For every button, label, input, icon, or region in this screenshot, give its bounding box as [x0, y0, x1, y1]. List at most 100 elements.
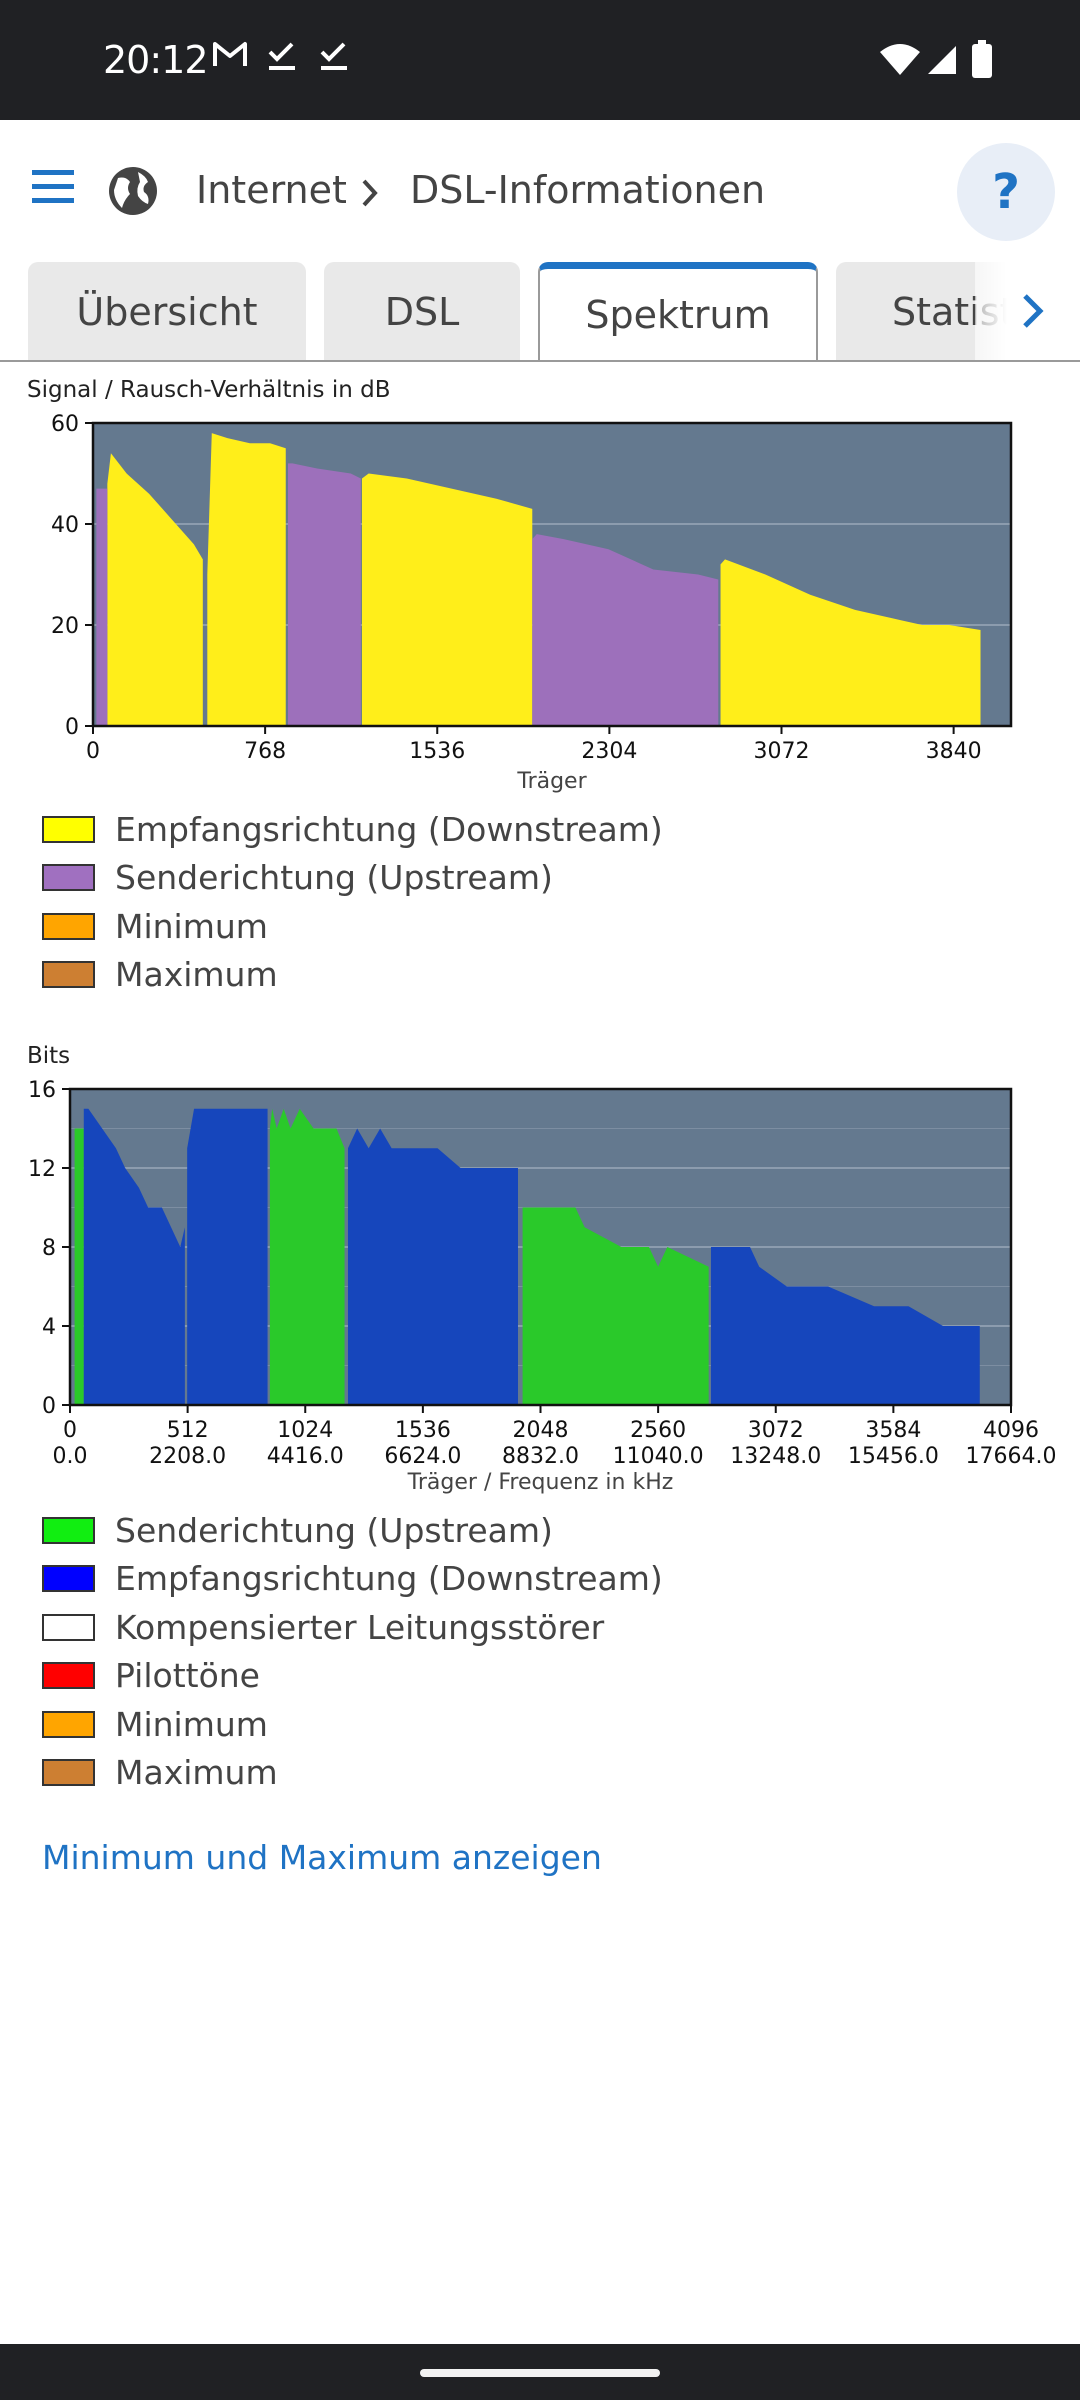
- chevron-right-icon: [362, 179, 378, 207]
- series-1-segment-0: [96, 488, 108, 726]
- x-axis-label: Träger: [516, 769, 587, 794]
- check-icon: [320, 42, 347, 70]
- legend-item: Empfangsrichtung (Downstream): [42, 1555, 663, 1604]
- y-tick-label: 0: [42, 1394, 56, 1419]
- y-tick-label: 16: [28, 1078, 56, 1103]
- legend-swatch: [42, 1516, 95, 1544]
- x-tick-label-frequency: 8832.0: [502, 1444, 579, 1469]
- tab-bar: Übersicht DSL Spektrum Statistik: [0, 262, 1080, 362]
- legend-label: Kompensierter Leitungsstörer: [115, 1607, 605, 1647]
- series-0-segment-0: [74, 1128, 84, 1405]
- breadcrumb-internet[interactable]: Internet: [196, 168, 347, 212]
- check-icon: [268, 42, 295, 70]
- legend-item: Minimum: [42, 902, 663, 951]
- tab-uebersicht[interactable]: Übersicht: [28, 262, 306, 360]
- y-tick-label: 0: [65, 715, 79, 740]
- tab-spektrum[interactable]: Spektrum: [538, 262, 818, 360]
- legend-item: Maximum: [42, 1749, 663, 1798]
- battery-icon: [972, 40, 992, 78]
- plot-frame: [91, 421, 1013, 728]
- legend-swatch: [42, 1613, 95, 1641]
- series-0-segment-2: [522, 1207, 709, 1405]
- navigation-bar: [0, 2344, 1080, 2400]
- wifi-icon: [880, 44, 920, 75]
- home-gesture-handle[interactable]: [420, 2369, 660, 2377]
- y-tick-label: 8: [42, 1236, 56, 1261]
- x-tick-label: 2304: [581, 739, 637, 764]
- x-tick-label: 0: [86, 739, 100, 764]
- legend-swatch: [42, 815, 95, 843]
- x-tick-label-frequency: 11040.0: [613, 1444, 704, 1469]
- series-0-segment-1: [207, 433, 286, 726]
- x-tick-label: 3072: [748, 1418, 804, 1443]
- x-tick-label: 1024: [277, 1418, 333, 1443]
- legend-label: Pilottöne: [115, 1656, 260, 1696]
- menu-icon[interactable]: [32, 170, 74, 204]
- series-1-segment-0: [83, 1108, 185, 1405]
- app-bar: [0, 120, 1080, 260]
- x-tick-label: 1536: [395, 1418, 451, 1443]
- series-1-segment-1: [287, 463, 361, 726]
- x-tick-label: 3072: [754, 739, 810, 764]
- chevron-right-icon: [1023, 294, 1044, 328]
- snr-chart-title: Signal / Rausch-Verhältnis in dB: [27, 377, 391, 403]
- series-0-segment-3: [720, 559, 981, 726]
- page-title: DSL-Informationen: [410, 168, 766, 212]
- legend-label: Empfangsrichtung (Downstream): [115, 809, 663, 849]
- bits-chart: 048121600.05122208.010244416.015366624.0…: [28, 1078, 1057, 1495]
- help-button[interactable]: ?: [957, 143, 1055, 241]
- series-1-segment-3: [710, 1247, 980, 1405]
- legend-label: Minimum: [115, 906, 268, 946]
- legend-item: Pilottöne: [42, 1652, 663, 1701]
- legend-swatch: [42, 864, 95, 892]
- x-tick-label: 0: [63, 1418, 77, 1443]
- legend-label: Maximum: [115, 1753, 278, 1793]
- series-1-segment-2: [532, 534, 719, 726]
- series-0-segment-2: [361, 473, 533, 726]
- legend-item: Senderichtung (Upstream): [42, 1506, 663, 1555]
- legend-item: Empfangsrichtung (Downstream): [42, 805, 663, 854]
- series-1-segment-2: [347, 1128, 518, 1405]
- x-tick-label-frequency: 6624.0: [384, 1444, 461, 1469]
- tab-dsl[interactable]: DSL: [324, 262, 520, 360]
- y-tick-label: 40: [51, 513, 79, 538]
- legend-swatch: [42, 1759, 95, 1787]
- legend-swatch: [42, 1710, 95, 1738]
- legend-item: Maximum: [42, 951, 663, 1000]
- bits-chart-title: Bits: [27, 1043, 71, 1069]
- snr-chart: 0 20 40 60 0 768 1536 2304 3072 3840 Träger: [51, 412, 1013, 794]
- y-tick-label: 20: [51, 614, 79, 639]
- signal-icon: [928, 46, 956, 74]
- y-tick-label: 60: [51, 412, 79, 437]
- x-tick-label-frequency: 17664.0: [966, 1444, 1057, 1469]
- legend-item: Kompensierter Leitungsstörer: [42, 1603, 663, 1652]
- x-tick-label: 1536: [409, 739, 465, 764]
- bits-legend: Senderichtung (Upstream) Empfangsrichtun…: [42, 1506, 663, 1797]
- legend-label: Maximum: [115, 955, 278, 995]
- status-bar: 20:12: [0, 0, 1080, 120]
- legend-swatch: [42, 1662, 95, 1690]
- x-tick-label-frequency: 2208.0: [149, 1444, 226, 1469]
- x-tick-label-frequency: 15456.0: [848, 1444, 939, 1469]
- x-tick-label: 2560: [630, 1418, 686, 1443]
- x-axis-label: Träger / Frequenz in kHz: [407, 1470, 674, 1495]
- legend-label: Senderichtung (Upstream): [115, 1510, 553, 1550]
- x-tick-label: 512: [167, 1418, 209, 1443]
- x-tick-label: 768: [244, 739, 286, 764]
- show-min-max-link[interactable]: Minimum und Maximum anzeigen: [42, 1838, 602, 1877]
- tab-scroll-right-button[interactable]: [975, 262, 1080, 360]
- x-tick-label: 2048: [513, 1418, 569, 1443]
- snr-legend: Empfangsrichtung (Downstream) Sendericht…: [42, 805, 663, 999]
- x-tick-label: 4096: [983, 1418, 1039, 1443]
- legend-swatch: [42, 1565, 95, 1593]
- legend-label: Senderichtung (Upstream): [115, 858, 553, 898]
- x-tick-label-frequency: 13248.0: [730, 1444, 821, 1469]
- globe-icon: [109, 167, 157, 215]
- y-tick-label: 4: [42, 1315, 56, 1340]
- status-time: 20:12: [103, 38, 209, 82]
- x-tick-label-frequency: 4416.0: [267, 1444, 344, 1469]
- legend-item: Minimum: [42, 1700, 663, 1749]
- x-tick-label: 3840: [926, 739, 982, 764]
- series-0-segment-0: [107, 453, 203, 726]
- series-1-segment-1: [187, 1108, 268, 1405]
